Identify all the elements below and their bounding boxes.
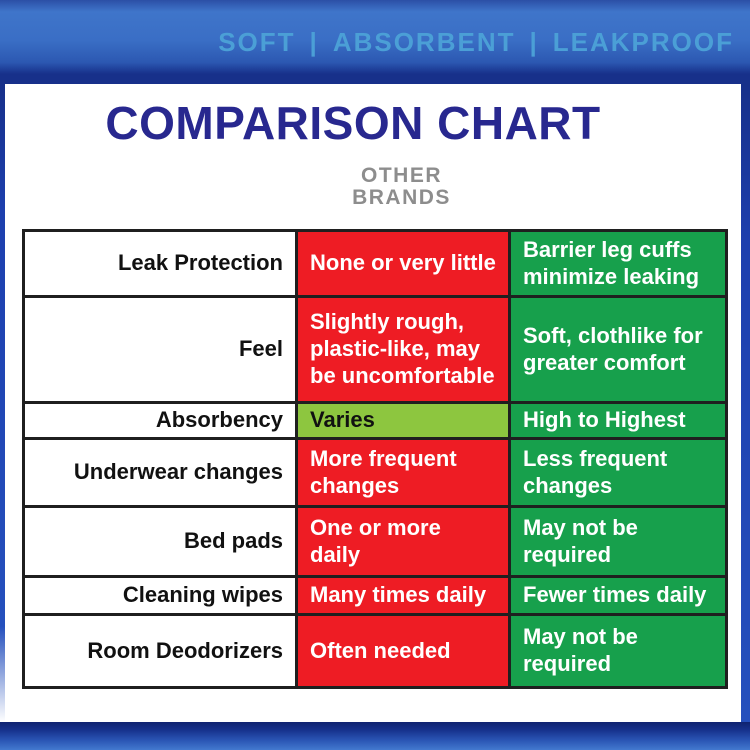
this-brand-cell: May not be required bbox=[508, 505, 728, 578]
tagline-leakproof: LEAKPROOF bbox=[552, 27, 734, 57]
feature-label: Leak Protection bbox=[22, 229, 298, 298]
table-row: Absorbency Varies High to Highest bbox=[22, 401, 728, 440]
comparison-table: Leak Protection None or very little Barr… bbox=[22, 229, 728, 689]
table-row: Cleaning wipes Many times daily Fewer ti… bbox=[22, 575, 728, 616]
this-brand-cell: High to Highest bbox=[508, 401, 728, 440]
other-brands-cell: One or more daily bbox=[295, 505, 511, 578]
other-brands-cell: None or very little bbox=[295, 229, 511, 298]
other-brands-column-header: OTHER BRANDS bbox=[295, 164, 508, 210]
table-row: Room Deodorizers Often needed May not be… bbox=[22, 613, 728, 689]
other-brands-cell: Slightly rough, plastic-like, may be unc… bbox=[295, 295, 511, 404]
table-row: Feel Slightly rough, plastic-like, may b… bbox=[22, 295, 728, 404]
other-brands-cell: Varies bbox=[295, 401, 511, 440]
feature-label: Bed pads bbox=[22, 505, 298, 578]
tagline-absorbent: ABSORBENT bbox=[332, 27, 516, 57]
feature-label: Cleaning wipes bbox=[22, 575, 298, 616]
other-brands-line1: OTHER bbox=[361, 164, 442, 187]
tagline-soft: SOFT bbox=[218, 27, 296, 57]
tagline-separator: | bbox=[309, 27, 319, 57]
feature-label: Room Deodorizers bbox=[22, 613, 298, 689]
this-brand-cell: Fewer times daily bbox=[508, 575, 728, 616]
table-row: Leak Protection None or very little Barr… bbox=[22, 229, 728, 298]
other-brands-cell: More frequent changes bbox=[295, 437, 511, 508]
feature-label: Feel bbox=[22, 295, 298, 404]
other-brands-cell: Often needed bbox=[295, 613, 511, 689]
tagline-separator: | bbox=[529, 27, 539, 57]
feature-label: Underwear changes bbox=[22, 437, 298, 508]
right-border-strip bbox=[741, 84, 750, 722]
this-brand-cell: Soft, clothlike for greater comfort bbox=[508, 295, 728, 404]
feature-label: Absorbency bbox=[22, 401, 298, 440]
header-banner: SOFT | ABSORBENT | LEAKPROOF bbox=[0, 0, 750, 84]
tagline: SOFT | ABSORBENT | LEAKPROOF bbox=[218, 27, 734, 58]
this-brand-cell: Barrier leg cuffs minimize leaking bbox=[508, 229, 728, 298]
left-border-strip bbox=[0, 84, 5, 722]
bottom-border-bar bbox=[0, 722, 750, 750]
page-title: COMPARISON CHART bbox=[105, 97, 601, 149]
table-row: Underwear changes More frequent changes … bbox=[22, 437, 728, 508]
table-row: Bed pads One or more daily May not be re… bbox=[22, 505, 728, 578]
other-brands-line2: BRANDS bbox=[352, 186, 451, 210]
other-brands-cell: Many times daily bbox=[295, 575, 511, 616]
this-brand-cell: Less frequent changes bbox=[508, 437, 728, 508]
this-brand-cell: May not be required bbox=[508, 613, 728, 689]
